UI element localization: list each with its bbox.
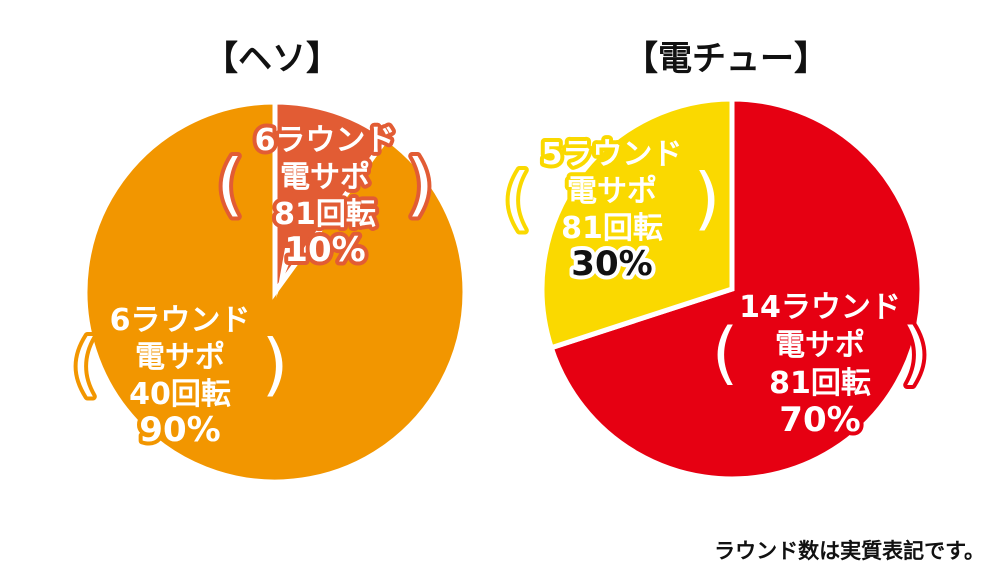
slice-label-line: 電サポ xyxy=(775,328,865,363)
chart-title: 【ヘソ】 xyxy=(204,39,340,79)
label-paren-left: ( xyxy=(217,146,244,225)
pie-slice xyxy=(539,96,735,351)
slice-percent-label: 90% xyxy=(139,410,220,450)
slice-label-line: 81回転 xyxy=(274,197,376,232)
label-paren-right: ) xyxy=(694,160,721,239)
label-paren-left: ( xyxy=(504,160,531,239)
slice-label-line: 14ラウンド xyxy=(739,290,901,325)
slice-percent-label: 30% xyxy=(571,244,652,284)
label-pointer xyxy=(276,248,295,298)
chart-title: 【電チュー】 xyxy=(624,39,828,79)
slice-label-line: 5ラウンド xyxy=(542,137,683,172)
pie-slice xyxy=(82,99,468,485)
slice-label-line: 40回転 xyxy=(129,377,231,412)
footnote-text: ラウンド数は実質表記です。 xyxy=(714,539,985,563)
slice-label-line: 電サポ xyxy=(280,160,370,195)
slice-label-line: 6ラウンド xyxy=(255,123,396,158)
pie-chart-2: 【電チュー】()14ラウンド電サポ81回転70%()5ラウンド電サポ81回転30… xyxy=(500,39,933,482)
slice-label-line: 電サポ xyxy=(567,174,657,209)
label-paren-right: ) xyxy=(902,314,929,393)
pie-slice xyxy=(272,99,391,300)
slice-label-line: 81回転 xyxy=(769,366,871,401)
slice-percent-label: 70% xyxy=(779,400,860,440)
slice-label-line: 電サポ xyxy=(135,340,225,375)
label-paren-left: ( xyxy=(712,314,739,393)
label-paren-left: ( xyxy=(72,326,99,405)
label-paren-right: ) xyxy=(262,326,289,405)
pie-slice xyxy=(548,96,925,482)
slice-label-line: 81回転 xyxy=(561,211,663,246)
label-paren-right: ) xyxy=(407,146,434,225)
slice-percent-label: 10% xyxy=(284,230,365,270)
slice-label-line: 6ラウンド xyxy=(110,303,251,338)
